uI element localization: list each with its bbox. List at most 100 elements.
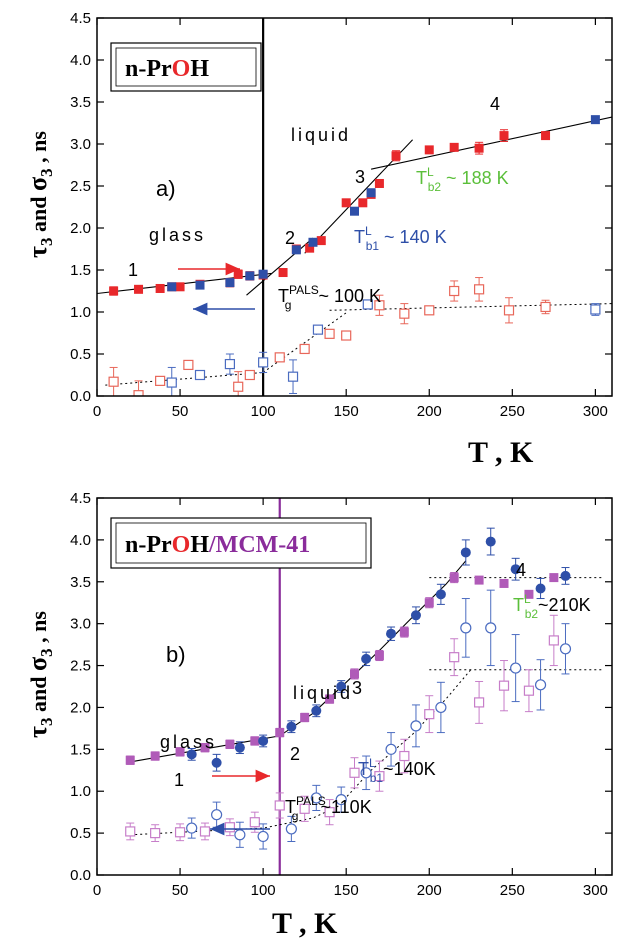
panel-b-series-2-point bbox=[311, 705, 322, 716]
panel-b-plot-area bbox=[125, 498, 604, 875]
panel-b-series-1-point bbox=[175, 747, 185, 757]
panel-a-series-3-point bbox=[274, 352, 285, 363]
panel-a-y-tick-label: 1.0 bbox=[70, 304, 91, 321]
panel-a-compound-box-inner bbox=[115, 47, 257, 87]
panel-a-y-tick-label: 2.5 bbox=[70, 178, 91, 195]
panel-a-series-2-point bbox=[245, 271, 255, 281]
panel-b-series-2-point bbox=[234, 742, 245, 753]
panel-b-series-1-point bbox=[150, 751, 160, 761]
panel-b-series-2-point bbox=[361, 653, 372, 664]
panel-b-series-2-point bbox=[286, 721, 297, 732]
panel-a-fit-line-2 bbox=[246, 237, 314, 296]
panel-b-series-1-point bbox=[325, 694, 335, 704]
panel-a-series-3-point bbox=[341, 330, 352, 341]
panel-a-series-1-point bbox=[541, 131, 551, 141]
panel-a-series-3-point bbox=[424, 305, 435, 316]
panel-b-ticks: 0 50 100 150 200 250 300 0.0 0.5 1.0 1.5 2.0 2.5 3.0 3… bbox=[70, 490, 612, 899]
panel-b-series-3-point bbox=[199, 826, 211, 837]
panel-b-series-3-point bbox=[125, 826, 136, 837]
panel-a-fit-line-5 bbox=[105, 372, 264, 386]
panel-b-series-1-point bbox=[300, 712, 310, 722]
panel-a-x-tick-label: 200 bbox=[417, 403, 442, 420]
panel-a-series-1-point bbox=[391, 151, 401, 161]
panel-b-series-3-point bbox=[498, 680, 510, 691]
panel-a-y-tick-label: 1.5 bbox=[70, 262, 91, 279]
panel-b-series-1-point bbox=[424, 598, 434, 608]
panel-a-series-2-point bbox=[350, 206, 359, 216]
panel-b-series-1-point bbox=[250, 736, 260, 746]
panel-a-series-4-point bbox=[258, 357, 269, 368]
panel-a-series-1-point bbox=[358, 198, 368, 208]
panel-a-x-tick-label: 0 bbox=[93, 403, 101, 420]
panel-a-series-1-point bbox=[175, 282, 185, 292]
panel-a-fit-line-7 bbox=[329, 303, 612, 311]
panel-b-series-4-point bbox=[335, 793, 347, 806]
panel-b-series-3-point bbox=[299, 803, 310, 814]
panel-b-number-1: 1 bbox=[174, 770, 184, 790]
panel-b-tb2-label: TL b2~210K bbox=[513, 592, 591, 621]
panel-a-tb2-label: TL b2 ~ 188 K bbox=[416, 165, 509, 194]
panel-b-y-tick-label: 4.5 bbox=[70, 490, 91, 507]
panel-b-tb1-label: TL b1~140K bbox=[358, 756, 436, 785]
panel-a-series-1-point bbox=[316, 236, 326, 246]
panel-b-series-1-point bbox=[399, 627, 409, 637]
panel-a-series-3-point bbox=[108, 376, 119, 387]
panel-b-series-4-point bbox=[211, 809, 223, 821]
panel-b-series-3-point bbox=[374, 771, 385, 782]
panel-b-number-3: 3 bbox=[352, 678, 362, 698]
panel-b-series-4-point bbox=[485, 622, 497, 634]
panel-b-series-2-point bbox=[435, 589, 446, 600]
panel-b-series-1-point bbox=[225, 739, 235, 749]
panel-a-series-1-point bbox=[424, 145, 434, 155]
panel-b-series-1-point bbox=[524, 589, 534, 599]
panel-b-series-1-point bbox=[200, 743, 210, 753]
panel-a-liquid-label: liquid bbox=[291, 125, 351, 145]
panel-b-x-tick-label: 250 bbox=[500, 882, 525, 899]
panel-b-x-axis-title: T , K bbox=[272, 907, 338, 940]
panel-a-compound-label: n-PrOH bbox=[125, 56, 209, 82]
panel-b-series-3-point bbox=[249, 817, 260, 828]
panel-a-fit-line-6 bbox=[262, 312, 347, 373]
panel-b-series-4-point bbox=[460, 622, 472, 634]
panel-a-series-1-point bbox=[109, 286, 119, 296]
panel-a-y-tick-label: 3.5 bbox=[70, 94, 91, 111]
panel-a-series-3-point bbox=[233, 381, 244, 392]
panel-a-series-1-point bbox=[449, 142, 459, 152]
panel-b-series-4-point bbox=[186, 822, 198, 834]
panel-a-series-1-point bbox=[278, 268, 288, 278]
panel-b-series-2-point bbox=[258, 735, 269, 746]
panel-b-series-2-point bbox=[535, 583, 546, 594]
panel-b-series-3-point bbox=[324, 807, 335, 818]
panel-b-series-3-point bbox=[174, 827, 186, 838]
panel-b-series-1-point bbox=[499, 578, 509, 588]
panel-b-series-3-point bbox=[349, 767, 360, 778]
panel-b-y-tick-label: 0.5 bbox=[70, 825, 91, 842]
panel-b-series-4-point bbox=[385, 743, 397, 755]
panel-b-y-tick-label: 1.0 bbox=[70, 783, 91, 800]
panel-b-x-tick-label: 200 bbox=[417, 882, 442, 899]
panel-b-series-3-point bbox=[274, 800, 285, 811]
panel-b-series-2-point bbox=[560, 570, 571, 581]
panel-b-compound-box-inner bbox=[115, 522, 367, 564]
panel-a-series-4-point bbox=[194, 369, 206, 381]
panel-a-compound-box bbox=[110, 42, 262, 92]
panel-b-number-2: 2 bbox=[290, 744, 300, 764]
panel-a-series-2-point bbox=[195, 280, 205, 290]
panel-a-series-3-point bbox=[324, 328, 335, 339]
panel-b-y-tick-label: 3.0 bbox=[70, 616, 91, 633]
panel-b-series-4-point bbox=[435, 701, 447, 714]
panel-b-series-4-point bbox=[410, 720, 422, 732]
panel-b-compound-label: n-PrOH/MCM-41 bbox=[125, 532, 310, 558]
panel-b-series-3-point bbox=[449, 652, 460, 663]
panel-a-x-tick-label: 150 bbox=[334, 403, 359, 420]
panel-a-fit-line-4 bbox=[370, 116, 612, 170]
panel-a-series-3-point bbox=[374, 300, 385, 311]
panel-a-number-4: 4 bbox=[490, 94, 500, 114]
panel-a-number-3: 3 bbox=[355, 167, 365, 187]
panel-b-x-tick-label: 100 bbox=[251, 882, 276, 899]
panel-b-y-tick-label: 1.5 bbox=[70, 741, 91, 758]
panel-a-series-1-point bbox=[474, 143, 484, 153]
panel-a-y-axis-title: τ3 and σ3 , ns bbox=[23, 131, 56, 258]
panel-a-series-2-point bbox=[590, 115, 600, 125]
panel-b-series-1-point bbox=[549, 573, 559, 583]
